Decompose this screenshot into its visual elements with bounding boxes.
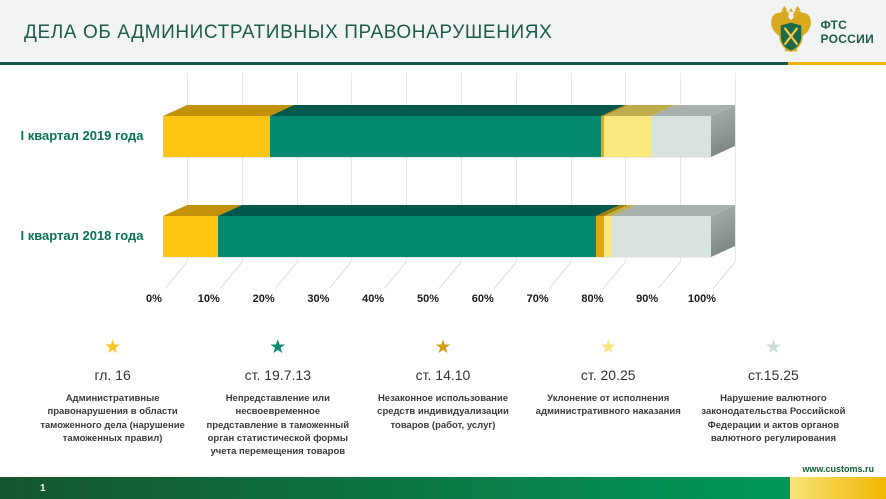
- axis-tick-label: 50%: [416, 293, 440, 305]
- gridline-foot-20%: [274, 262, 297, 289]
- legend-code: ст. 20.25: [580, 367, 636, 383]
- header-rule: [0, 62, 886, 65]
- legend-code: ст.15.25: [748, 367, 799, 383]
- gridline-0%: [187, 73, 188, 262]
- gridline-10%: [241, 73, 243, 262]
- axis-tick-label: 90%: [636, 293, 659, 305]
- axis-tick-label: 20%: [252, 293, 275, 305]
- gridline-100%: [735, 73, 736, 262]
- axis-tick-label: 60%: [471, 293, 494, 305]
- gridline-50%: [461, 73, 462, 262]
- gridline-foot-40%: [383, 262, 407, 289]
- bar-segment-ст. 14.10: [595, 216, 605, 257]
- legend-code: гл. 16: [94, 367, 131, 383]
- star-icon: ★: [269, 337, 287, 358]
- axis-tick-label: 80%: [581, 293, 604, 305]
- gridline-30%: [351, 73, 353, 262]
- fts-logo-line1: ФТС: [820, 17, 848, 32]
- gridline-60%: [515, 73, 517, 262]
- legend-description: Нарушение валютного законодательства Рос…: [701, 393, 846, 444]
- star-icon: ★: [764, 337, 782, 358]
- axis-tick-label: 40%: [362, 293, 385, 305]
- axis-tick-label: 10%: [197, 293, 220, 305]
- bar-segment-гл. 16: [163, 216, 218, 257]
- bar-segment-ст. 19.7.13: [269, 116, 602, 157]
- fts-logo-text: ФТС РОССИИ: [820, 17, 874, 47]
- fts-emblem-icon: [769, 5, 813, 60]
- legend-description: Незаконное использование средств индивид…: [377, 393, 509, 431]
- legend-item-гл. 16: ★ гл. 16 Административные правонарушения в…: [30, 338, 195, 458]
- axis-tick-label: 70%: [526, 293, 549, 305]
- axis-tick-label: 30%: [307, 293, 330, 305]
- gridline-80%: [625, 73, 627, 262]
- footer-bar-green: [0, 477, 790, 499]
- bar-top-segment-ст. 19.7.13: [269, 105, 626, 116]
- gridline-40%: [406, 73, 408, 262]
- header-rule-gold: [788, 62, 886, 65]
- website-link[interactable]: www.customs.ru: [802, 464, 874, 474]
- fts-logo-line2: РОССИИ: [820, 31, 874, 46]
- bar-segment-ст. 20.25: [604, 216, 613, 257]
- header-rule-green: [0, 62, 788, 65]
- category-label: I квартал 2019 года: [20, 128, 144, 143]
- footer-bar: [0, 477, 886, 499]
- legend-description: Непредставление или несвоевременное пред…: [206, 393, 350, 458]
- page-number: 1: [40, 483, 46, 494]
- slide-title: ДЕЛА ОБ АДМИНИСТРАТИВНЫХ ПРАВОНАРУШЕНИЯХ: [24, 22, 553, 43]
- legend-code: ст. 14.10: [415, 367, 471, 383]
- gridline-20%: [296, 73, 298, 262]
- gridline-foot-70%: [548, 262, 571, 289]
- legend-code: ст. 19.7.13: [244, 367, 311, 383]
- gridline-foot-0%: [164, 262, 188, 289]
- bar: [163, 116, 711, 157]
- bar-top-face: [163, 205, 735, 216]
- gridline-foot-60%: [493, 262, 517, 289]
- gridline-foot-100%: [712, 262, 736, 289]
- gridline-foot-10%: [219, 262, 243, 289]
- star-icon: ★: [104, 337, 122, 358]
- bar-segment-ст. 20.25: [604, 116, 651, 157]
- bar-segment-ст.15.25: [650, 116, 711, 157]
- header: ДЕЛА ОБ АДМИНИСТРАТИВНЫХ ПРАВОНАРУШЕНИЯХ: [0, 0, 886, 63]
- bar: [163, 216, 711, 257]
- legend-item-ст. 19.7.13: ★ ст. 19.7.13 Непредставление или несвоевр…: [195, 338, 360, 458]
- axis-tick-label: 0%: [146, 293, 162, 305]
- axis-tick-label: 100%: [687, 293, 717, 305]
- bar-segment-ст. 19.7.13: [217, 216, 596, 257]
- gridline-foot-50%: [438, 262, 462, 289]
- star-icon: ★: [434, 337, 452, 358]
- legend-item-ст. 20.25: ★ ст. 20.25 Уклонение от исполнения админи…: [526, 338, 691, 458]
- gridline-foot-30%: [329, 262, 352, 289]
- gridline-70%: [570, 73, 572, 262]
- category-label: I квартал 2018 года: [20, 228, 144, 243]
- chart-legend: ★ гл. 16 Административные правонарушения в…: [30, 338, 856, 458]
- legend-description: Уклонение от исполнения административног…: [535, 393, 681, 418]
- fts-logo: ФТС РОССИИ: [769, 5, 874, 60]
- gridline-90%: [680, 73, 682, 262]
- footer-bar-gold: [790, 477, 886, 499]
- legend-description: Административные правонарушения в област…: [40, 393, 185, 444]
- bar-top-face: [163, 105, 735, 116]
- legend-item-ст.15.25: ★ ст.15.25 Нарушение валютного законодател…: [691, 338, 856, 458]
- gridline-foot-90%: [657, 262, 681, 289]
- legend-item-ст. 14.10: ★ ст. 14.10 Незаконное использование средс…: [360, 338, 525, 458]
- gridline-foot-80%: [603, 262, 626, 289]
- bar-top-segment-ст. 19.7.13: [217, 205, 620, 216]
- bar-segment-гл. 16: [163, 116, 270, 157]
- bar-segment-ст.15.25: [612, 216, 711, 257]
- bar-segment-ст. 14.10: [601, 116, 605, 157]
- star-icon: ★: [599, 337, 617, 358]
